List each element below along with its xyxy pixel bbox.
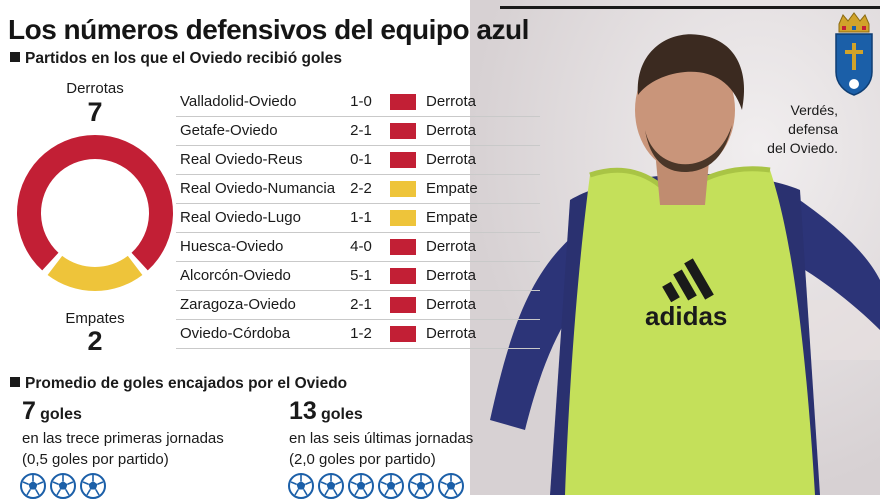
table-row: Huesca-Oviedo 4-0 Derrota — [176, 233, 540, 262]
outcome-swatch — [390, 94, 416, 110]
adidas-logo — [662, 258, 714, 303]
outcome-swatch — [390, 326, 416, 342]
outcome-swatch — [390, 181, 416, 197]
football-icon — [50, 473, 76, 499]
table-row: Getafe-Oviedo 2-1 Derrota — [176, 117, 540, 146]
football-icon — [348, 473, 374, 499]
donut-chart — [16, 135, 173, 291]
match-outcome: Empate — [426, 180, 478, 197]
rate-text: (0,5 goles por partido) — [22, 451, 169, 468]
donut-slice-empates — [47, 255, 143, 291]
goals-value: 13 — [289, 397, 317, 425]
match-outcome: Derrota — [426, 325, 477, 342]
average-first-period: 7 goles en las trece primeras jornadas (… — [22, 397, 224, 468]
player-illustration: adidas — [470, 0, 880, 495]
match-results-table: Valladolid-Oviedo 1-0 Derrota Getafe-Oviedo… — [176, 88, 540, 349]
match-name: Real Oviedo-Numancia — [180, 180, 336, 197]
table-row: Valladolid-Oviedo 1-0 Derrota — [176, 88, 540, 117]
match-outcome: Derrota — [426, 93, 477, 110]
title-rule — [500, 6, 880, 9]
outcome-swatch — [390, 239, 416, 255]
match-name: Valladolid-Oviedo — [180, 93, 297, 110]
table-row: Real Oviedo-Reus 0-1 Derrota — [176, 146, 540, 175]
bib-brand-text: adidas — [645, 301, 727, 331]
period-text: en las trece primeras jornadas — [22, 430, 224, 447]
football-icon — [20, 473, 46, 499]
table-row: Alcorcón-Oviedo 5-1 Derrota — [176, 262, 540, 291]
photo-caption: Verdés, defensa del Oviedo. — [767, 102, 838, 156]
match-score: 0-1 — [350, 151, 372, 168]
football-icon — [288, 473, 314, 499]
table-row: Oviedo-Córdoba 1-2 Derrota — [176, 320, 540, 349]
match-name: Getafe-Oviedo — [180, 122, 278, 139]
football-icon — [318, 473, 344, 499]
outcome-swatch — [390, 268, 416, 284]
ball-row-second — [288, 473, 464, 499]
table-row: Zaragoza-Oviedo 2-1 Derrota — [176, 291, 540, 320]
match-outcome: Derrota — [426, 122, 477, 139]
match-outcome: Derrota — [426, 151, 477, 168]
player-photo: adidas — [470, 0, 880, 495]
match-name: Oviedo-Córdoba — [180, 325, 291, 342]
match-outcome: Derrota — [426, 238, 477, 255]
infographic-title: Los números defensivos del equipo azul — [8, 14, 529, 45]
match-outcome: Empate — [426, 209, 478, 226]
donut-bottom-label: Empates — [65, 310, 125, 327]
football-icon — [80, 473, 106, 499]
match-name: Huesca-Oviedo — [180, 238, 284, 255]
match-name: Zaragoza-Oviedo — [180, 296, 296, 313]
table-row: Real Oviedo-Lugo 1-1 Empate — [176, 204, 540, 233]
match-outcome: Derrota — [426, 267, 477, 284]
football-icon — [378, 473, 404, 499]
match-name: Alcorcón-Oviedo — [180, 267, 291, 284]
football-icon — [408, 473, 434, 499]
goals-value: 7 — [22, 397, 36, 425]
goals-unit: goles — [40, 406, 82, 423]
rate-text: (2,0 goles por partido) — [289, 451, 436, 468]
match-score: 2-1 — [350, 296, 372, 313]
match-outcome: Derrota — [426, 296, 477, 313]
match-score: 1-1 — [350, 209, 372, 226]
match-name: Real Oviedo-Reus — [180, 151, 303, 168]
section-heading-matches: Partidos en los que el Oviedo recibió go… — [10, 50, 342, 68]
match-score: 4-0 — [350, 238, 372, 255]
square-bullet-icon — [10, 377, 20, 387]
donut-slice-derrotas — [16, 135, 173, 271]
outcome-swatch — [390, 123, 416, 139]
match-score: 1-0 — [350, 93, 372, 110]
donut-top-label: Derrotas — [66, 80, 124, 97]
square-bullet-icon — [10, 52, 20, 62]
match-score: 5-1 — [350, 267, 372, 284]
outcome-swatch — [390, 210, 416, 226]
match-name: Real Oviedo-Lugo — [180, 209, 301, 226]
outcome-swatch — [390, 297, 416, 313]
period-text: en las seis últimas jornadas — [289, 430, 474, 447]
ball-row-first — [20, 473, 106, 499]
match-score: 1-2 — [350, 325, 372, 342]
outcome-swatch — [390, 152, 416, 168]
football-icon — [438, 473, 464, 499]
donut-bottom-value: 2 — [87, 326, 103, 356]
match-score: 2-1 — [350, 122, 372, 139]
match-score: 2-2 — [350, 180, 372, 197]
section-heading-average: Promedio de goles encajados por el Ovied… — [10, 375, 347, 393]
average-second-period: 13 goles en las seis últimas jornadas (2… — [289, 397, 473, 468]
goals-unit: goles — [320, 406, 363, 423]
table-row: Real Oviedo-Numancia 2-2 Empate — [176, 175, 540, 204]
donut-top-value: 7 — [87, 97, 103, 127]
club-crest-icon — [835, 12, 873, 96]
